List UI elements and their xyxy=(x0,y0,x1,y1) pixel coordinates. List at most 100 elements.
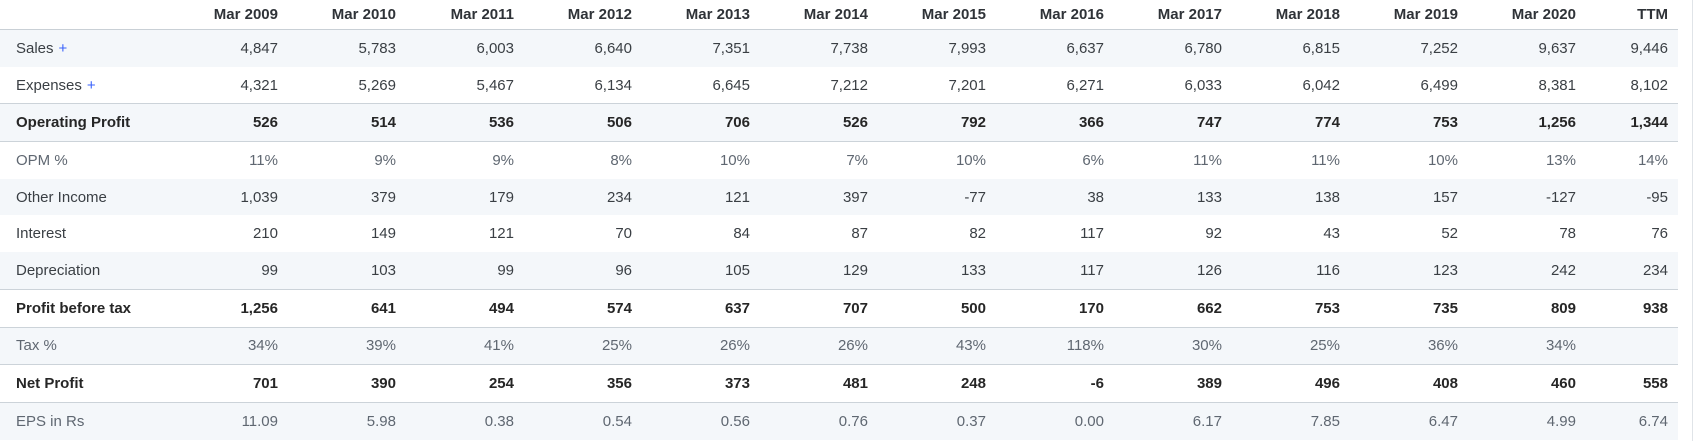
table-row: OPM % 11% 9% 9% 8% 10% 7% 10% 6% 11% 11% 10% 13% 14% xyxy=(0,142,1678,179)
column-header-mar-2016: Mar 2016 xyxy=(996,0,1114,30)
row-label-cell: Expenses + xyxy=(0,67,170,104)
row-label-cell: Tax % xyxy=(0,327,170,365)
table-row: Depreciation 99 103 99 96 105 129 133 117 126 116 1… xyxy=(0,252,1678,290)
cell-value: 6,271 xyxy=(1066,76,1104,94)
cell-value: 5,467 xyxy=(476,76,514,94)
cell-value: 105 xyxy=(724,261,750,279)
cell-value: 6,637 xyxy=(1066,39,1104,57)
cell-value: 8,102 xyxy=(1630,76,1668,94)
cell-value: 87 xyxy=(851,225,868,243)
cell-value: 39% xyxy=(365,337,396,355)
cell-value: 809 xyxy=(1468,288,1586,328)
cell-value xyxy=(1586,327,1678,365)
cell-value: 460 xyxy=(1468,364,1586,403)
cell-value: 1,256 xyxy=(1468,103,1586,143)
cell-value: 248 xyxy=(878,364,996,403)
cell-value: 506 xyxy=(524,103,642,143)
cell-value: 6,003 xyxy=(476,39,514,57)
cell-value: 1,344 xyxy=(1586,103,1678,143)
cell-value: 76 xyxy=(1651,225,1668,243)
cell-value: 30% xyxy=(1191,337,1222,355)
expand-sales-button[interactable]: + xyxy=(58,39,68,57)
cell-value: 0.00 xyxy=(1074,412,1104,430)
cell-value: 558 xyxy=(1586,364,1678,403)
cell-value: 82 xyxy=(969,225,986,243)
cell-value: 99 xyxy=(261,261,278,279)
cell-value: 26% xyxy=(719,337,750,355)
row-label: Profit before tax xyxy=(16,299,132,317)
cell-value: 52 xyxy=(1441,225,1458,243)
cell-value: 11.09 xyxy=(241,412,278,430)
cell-value: 7,351 xyxy=(712,39,750,57)
cell-value: 84 xyxy=(733,225,750,243)
cell-value: 121 xyxy=(724,188,750,206)
column-header-ttm: TTM xyxy=(1586,0,1678,30)
cell-value: 9% xyxy=(374,151,396,169)
cell-value: -6 xyxy=(996,364,1114,403)
table-row: Operating Profit 526 514 536 506 706 526 792 366… xyxy=(0,103,1678,143)
cell-value: 129 xyxy=(842,261,868,279)
cell-value: 43% xyxy=(955,337,986,355)
row-label-cell: Other Income xyxy=(0,179,170,216)
cell-value: 118% xyxy=(1066,337,1104,355)
cell-value: 5,269 xyxy=(358,76,396,94)
cell-value: 0.54 xyxy=(602,412,632,430)
cell-value: 170 xyxy=(996,288,1114,328)
table-row: Profit before tax 1,256 641 494 574 637 707 500… xyxy=(0,288,1678,328)
cell-value: 6,499 xyxy=(1420,76,1458,94)
expand-expenses-button[interactable]: + xyxy=(86,76,96,94)
cell-value: 133 xyxy=(960,261,986,279)
cell-value: 92 xyxy=(1205,225,1222,243)
cell-value: 6.17 xyxy=(1192,412,1222,430)
cell-value: 6,134 xyxy=(594,76,632,94)
cell-value: 662 xyxy=(1114,288,1232,328)
cell-value: 496 xyxy=(1232,364,1350,403)
cell-value: 9,446 xyxy=(1630,39,1668,57)
cell-value: 5.98 xyxy=(366,412,396,430)
cell-value: 389 xyxy=(1114,364,1232,403)
cell-value: 133 xyxy=(1196,188,1222,206)
cell-value: 0.38 xyxy=(484,412,514,430)
cell-value: 157 xyxy=(1432,188,1458,206)
row-label: EPS in Rs xyxy=(16,412,85,430)
cell-value: 6% xyxy=(1082,151,1104,169)
cell-value: 242 xyxy=(1550,261,1576,279)
cell-value: 1,256 xyxy=(170,288,288,328)
cell-value: 179 xyxy=(488,188,514,206)
column-header-mar-2012: Mar 2012 xyxy=(524,0,642,30)
cell-value: 366 xyxy=(996,103,1114,143)
table-header-row: Mar 2009 Mar 2010 Mar 2011 Mar 2012 Mar 2013… xyxy=(0,0,1678,30)
cell-value: -77 xyxy=(964,188,986,206)
column-header-mar-2020: Mar 2020 xyxy=(1468,0,1586,30)
cell-value: 6.47 xyxy=(1428,412,1458,430)
row-label-cell: Sales + xyxy=(0,30,170,67)
cell-value: 6,780 xyxy=(1184,39,1222,57)
cell-value: 149 xyxy=(370,225,396,243)
cell-value: 707 xyxy=(760,288,878,328)
row-label: Operating Profit xyxy=(16,114,131,132)
cell-value: 10% xyxy=(719,151,750,169)
cell-value: 36% xyxy=(1427,337,1458,355)
cell-value: 38 xyxy=(1087,188,1104,206)
cell-value: 10% xyxy=(1427,151,1458,169)
cell-value: 210 xyxy=(252,225,278,243)
cell-value: 481 xyxy=(760,364,878,403)
row-label-cell: EPS in Rs xyxy=(0,402,170,439)
vertical-divider xyxy=(1692,0,1693,441)
cell-value: 26% xyxy=(837,337,868,355)
cell-value: 735 xyxy=(1350,288,1468,328)
cell-value: 8,381 xyxy=(1538,76,1576,94)
cell-value: 574 xyxy=(524,288,642,328)
cell-value: 10% xyxy=(955,151,986,169)
cell-value: 701 xyxy=(170,364,288,403)
row-label: Expenses xyxy=(16,76,82,94)
cell-value: 747 xyxy=(1114,103,1232,143)
cell-value: 0.56 xyxy=(720,412,750,430)
column-header-mar-2013: Mar 2013 xyxy=(642,0,760,30)
row-label: Depreciation xyxy=(16,261,101,279)
cell-value: 103 xyxy=(370,261,396,279)
cell-value: 25% xyxy=(1309,337,1340,355)
cell-value: 43 xyxy=(1323,225,1340,243)
